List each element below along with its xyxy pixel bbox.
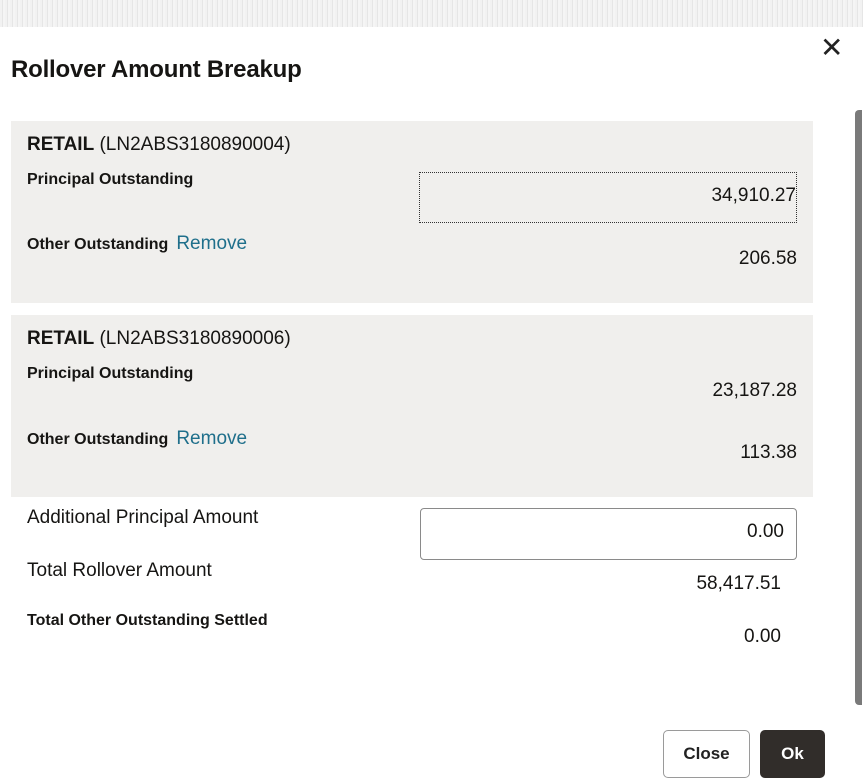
- remove-link[interactable]: Remove: [176, 233, 248, 254]
- total-rollover-value: 58,417.51: [696, 573, 781, 594]
- principal-label: Principal Outstanding: [27, 365, 194, 382]
- other-label-row: Other Outstanding Remove: [27, 233, 247, 255]
- total-settled-value: 0.00: [744, 626, 781, 647]
- loan-title: RETAIL (LN2ABS3180890004): [27, 134, 291, 156]
- other-value: 206.58: [738, 248, 797, 269]
- remove-link[interactable]: Remove: [176, 428, 248, 449]
- other-label: Other Outstanding: [27, 431, 169, 448]
- close-button[interactable]: Close: [663, 730, 750, 778]
- principal-value: 23,187.28: [712, 380, 797, 401]
- loan-title: RETAIL (LN2ABS3180890006): [27, 328, 291, 350]
- other-label-row: Other Outstanding Remove: [27, 428, 247, 450]
- ok-button[interactable]: Ok: [760, 730, 825, 778]
- loan-type: RETAIL: [27, 134, 95, 155]
- total-settled-label: Total Other Outstanding Settled: [27, 612, 268, 629]
- other-value: 113.38: [740, 442, 797, 463]
- additional-principal-label: Additional Principal Amount: [27, 507, 259, 528]
- principal-label: Principal Outstanding: [27, 171, 194, 188]
- other-label: Other Outstanding: [27, 236, 169, 253]
- close-icon[interactable]: ✕: [820, 32, 844, 63]
- principal-value[interactable]: 34,910.27: [419, 172, 797, 223]
- additional-principal-input[interactable]: 0.00: [420, 508, 797, 560]
- scrollbar[interactable]: [855, 110, 862, 705]
- dialog-title: Rollover Amount Breakup: [11, 56, 302, 83]
- loan-card: RETAIL (LN2ABS3180890004) Principal Outs…: [11, 121, 813, 303]
- total-rollover-label: Total Rollover Amount: [27, 560, 212, 581]
- background-overlay: [0, 0, 863, 27]
- loan-id: (LN2ABS3180890004): [99, 134, 291, 155]
- loan-card: RETAIL (LN2ABS3180890006) Principal Outs…: [11, 315, 813, 497]
- loan-id: (LN2ABS3180890006): [99, 328, 291, 349]
- loan-type: RETAIL: [27, 328, 95, 349]
